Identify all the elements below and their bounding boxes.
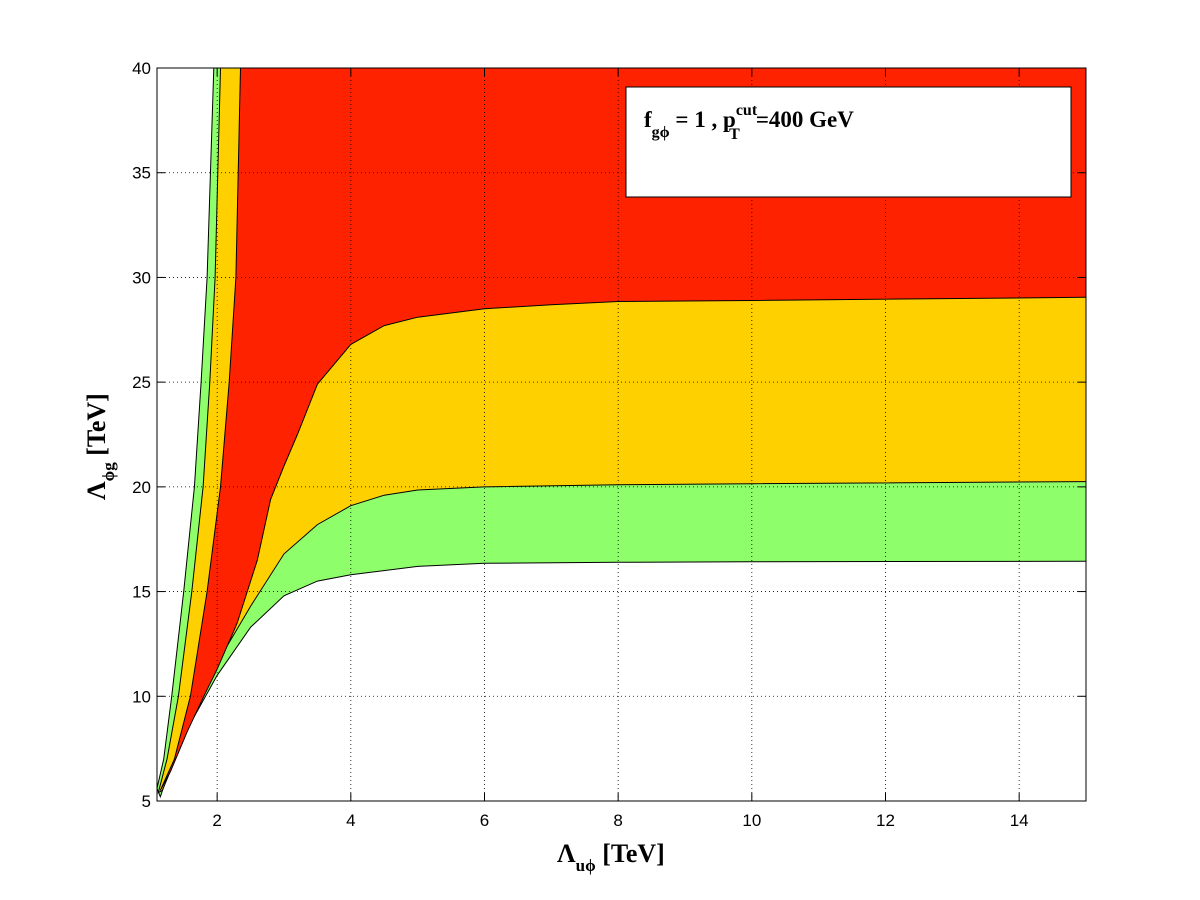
- y-tick-label: 35: [132, 164, 151, 183]
- x-tick-label: 8: [613, 811, 622, 830]
- x-tick-label: 6: [480, 811, 489, 830]
- x-tick-label: 4: [346, 811, 355, 830]
- axis-ticks: 2 4 6 8 10 12 14 5 10 15 20 25 30 35 40: [132, 59, 1086, 830]
- y-tick-label: 10: [132, 687, 151, 706]
- grid-lines: [157, 68, 1086, 801]
- x-axis-label: Λuϕ [TeV]: [557, 839, 665, 875]
- plot-frame: [156, 67, 1087, 802]
- y-tick-label: 25: [132, 373, 151, 392]
- y-tick-label: 20: [132, 478, 151, 497]
- exclusion-regions: [157, 68, 1086, 799]
- x-tick-label: 2: [212, 811, 221, 830]
- region-3: [159, 68, 1086, 791]
- y-tick-label: 5: [142, 792, 151, 811]
- annotation-text: fgϕ = 1 , pcut T=400 GeV: [644, 102, 854, 143]
- x-tick-label: 12: [876, 811, 895, 830]
- annotation-box: fgϕ = 1 , pcut T=400 GeV: [625, 86, 1072, 198]
- y-tick-label: 15: [132, 583, 151, 602]
- y-tick-label: 30: [132, 268, 151, 287]
- x-tick-label: 14: [1010, 811, 1029, 830]
- y-axis-label: Λϕg [TeV]: [82, 393, 118, 500]
- y-tick-label: 40: [132, 59, 151, 78]
- x-tick-label: 10: [742, 811, 761, 830]
